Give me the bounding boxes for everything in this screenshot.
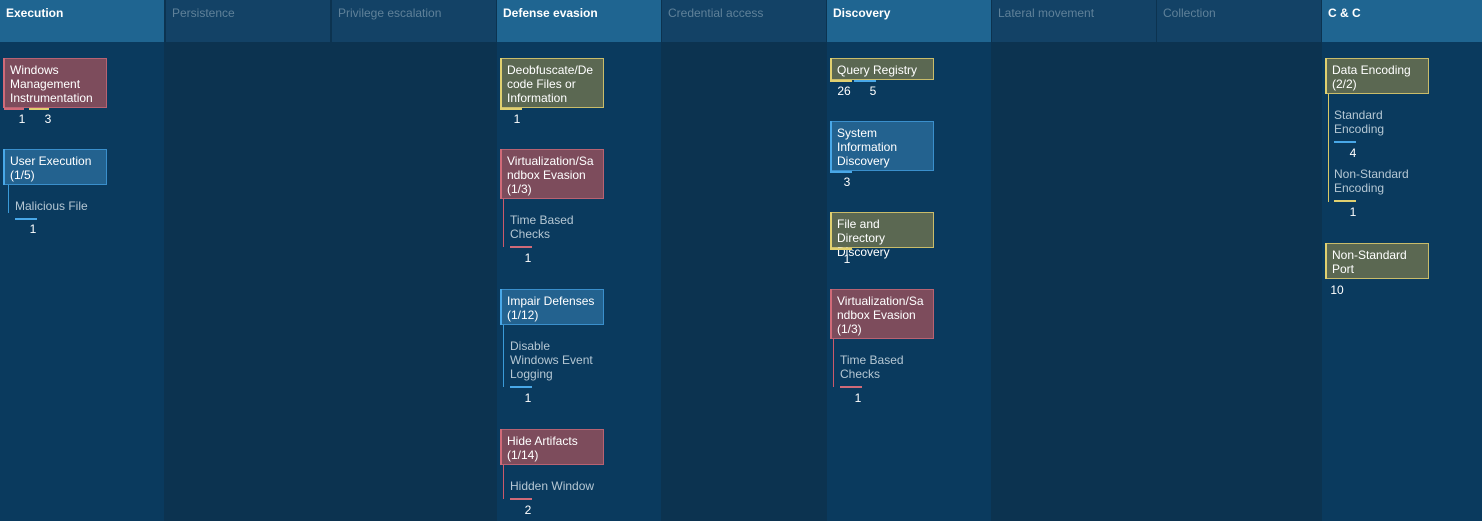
subtechnique-malicious-file[interactable]: Malicious File <box>15 199 88 213</box>
count-bar-blue <box>15 218 37 220</box>
count-bar-yellow <box>830 80 852 82</box>
count-hidden-window: 2 <box>524 503 532 517</box>
column-command-and-control: C & C Data Encoding (2/2) Standard Encod… <box>1322 0 1482 521</box>
count-bar-red <box>4 108 24 110</box>
subtechnique-branch <box>8 185 9 213</box>
tactic-header-command-and-control[interactable]: C & C <box>1322 0 1482 42</box>
count-bar-yellow <box>29 108 49 110</box>
subtechnique-disable-windows-event-logging[interactable]: Disable Windows Event Logging <box>510 339 593 381</box>
technique-data-encoding[interactable]: Data Encoding (2/2) <box>1325 58 1429 94</box>
count-system-information: 3 <box>843 175 851 189</box>
count-non-standard-port: 10 <box>1330 283 1344 297</box>
tactic-header-lateral-movement[interactable]: Lateral movement <box>992 0 1156 42</box>
count-non-standard-encoding: 1 <box>1349 205 1357 219</box>
count-malicious-file: 1 <box>29 222 37 236</box>
column-credential-access: Credential access <box>662 0 826 521</box>
tactic-header-privilege-escalation[interactable]: Privilege escalation <box>332 0 496 42</box>
count-bar-blue <box>510 386 532 388</box>
count-bar-red <box>840 386 862 388</box>
column-lateral-movement: Lateral movement <box>992 0 1156 521</box>
technique-impair-defenses[interactable]: Impair Defenses (1/12) <box>500 289 604 325</box>
count-bar-yellow <box>500 108 522 110</box>
count-wmi-red: 1 <box>18 112 26 126</box>
technique-wmi[interactable]: Windows Management Instrumentation <box>3 58 107 108</box>
count-time-based-checks: 1 <box>854 391 862 405</box>
tactic-header-credential-access[interactable]: Credential access <box>662 0 826 42</box>
subtechnique-branch <box>833 339 834 387</box>
tactic-header-discovery[interactable]: Discovery <box>827 0 991 42</box>
technique-file-and-directory-discovery[interactable]: File and Directory Discovery <box>830 212 934 259</box>
count-bar-yellow <box>1334 200 1356 202</box>
count-file-directory: 1 <box>843 252 851 266</box>
count-disable-event-logging: 1 <box>524 391 532 405</box>
tactic-header-defense-evasion[interactable]: Defense evasion <box>497 0 661 42</box>
tactic-header-collection[interactable]: Collection <box>1157 0 1321 42</box>
count-wmi-yellow: 3 <box>44 112 52 126</box>
technique-deobfuscate[interactable]: Deobfuscate/Decode Files or Information <box>500 58 604 108</box>
count-bar-blue <box>854 80 876 82</box>
tactic-header-execution[interactable]: Execution <box>0 0 164 42</box>
subtechnique-branch <box>503 325 504 387</box>
technique-user-execution[interactable]: User Execution (1/5) <box>3 149 107 185</box>
subtechnique-non-standard-encoding[interactable]: Non-Standard Encoding <box>1334 167 1409 195</box>
technique-system-information-discovery[interactable]: System Information Discovery <box>830 121 934 171</box>
count-query-registry-blue: 5 <box>869 84 877 98</box>
subtechnique-standard-encoding[interactable]: Standard Encoding <box>1334 108 1385 136</box>
subtechnique-time-based-checks[interactable]: Time Based Checks <box>840 353 904 381</box>
subtechnique-time-based-checks[interactable]: Time Based Checks <box>510 213 574 241</box>
technique-query-registry[interactable]: Query Registry <box>830 58 934 80</box>
column-collection: Collection <box>1157 0 1321 521</box>
count-bar-yellow <box>830 248 852 250</box>
subtechnique-branch <box>503 199 504 247</box>
technique-virtualization-sandbox-evasion[interactable]: Virtualization/Sandbox Evasion (1/3) <box>830 289 934 339</box>
column-privilege-escalation: Privilege escalation <box>332 0 496 521</box>
column-discovery: Discovery Query Registry 26 5 System Inf… <box>827 0 991 521</box>
column-persistence: Persistence <box>166 0 330 521</box>
technique-non-standard-port[interactable]: Non-Standard Port <box>1325 243 1429 279</box>
subtechnique-branch <box>503 465 504 499</box>
count-bar-red <box>510 498 532 500</box>
count-deobfuscate: 1 <box>513 112 521 126</box>
technique-hide-artifacts[interactable]: Hide Artifacts (1/14) <box>500 429 604 465</box>
count-query-registry-yellow: 26 <box>837 84 851 98</box>
count-standard-encoding: 4 <box>1349 146 1357 160</box>
count-bar-red <box>510 246 532 248</box>
count-bar-blue <box>830 171 852 173</box>
subtechnique-branch <box>1328 94 1329 202</box>
column-execution: Execution Windows Management Instrumenta… <box>0 0 164 521</box>
count-time-based-checks: 1 <box>524 251 532 265</box>
subtechnique-hidden-window[interactable]: Hidden Window <box>510 479 595 493</box>
technique-virtualization-sandbox-evasion[interactable]: Virtualization/Sandbox Evasion (1/3) <box>500 149 604 199</box>
count-bar-blue <box>1334 141 1356 143</box>
tactic-header-persistence[interactable]: Persistence <box>166 0 330 42</box>
column-defense-evasion: Defense evasion Deobfuscate/Decode Files… <box>497 0 661 521</box>
